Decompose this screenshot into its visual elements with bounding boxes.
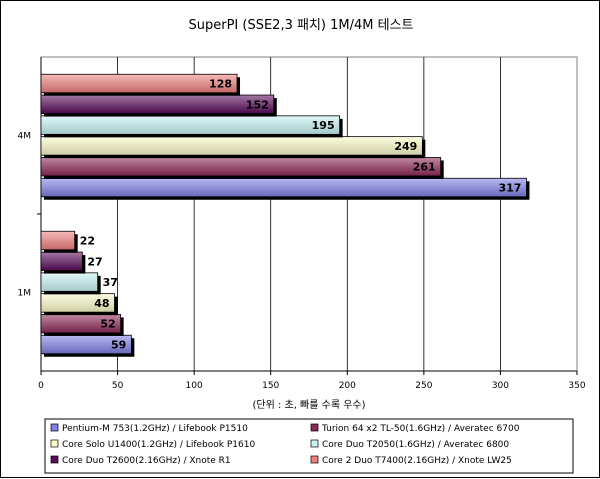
data-label: 48 <box>94 297 109 310</box>
legend-entry: Turion 64 x2 TL-50(1.6GHz) / Averatec 67… <box>321 424 520 434</box>
data-label: 249 <box>394 140 417 153</box>
data-label: 195 <box>312 119 335 132</box>
legend-swatch <box>50 439 59 448</box>
legend-entry: Core Duo T2050(1.6GHz) / Averatec 6800 <box>322 440 509 450</box>
legend-box <box>44 418 574 474</box>
x-tick-label: 150 <box>262 381 279 391</box>
bar <box>40 94 275 114</box>
category-label: 1M <box>18 289 32 299</box>
x-tick-label: 50 <box>112 381 124 391</box>
x-tick-label: 250 <box>415 381 432 391</box>
legend-entry: Core Duo T2600(2.16GHz) / Xnote R1 <box>62 456 231 466</box>
x-tick-label: 350 <box>568 381 585 391</box>
bar <box>40 157 442 177</box>
data-label: 152 <box>246 98 269 111</box>
data-label: 27 <box>87 255 102 268</box>
legend-swatch <box>50 455 59 464</box>
data-label: 37 <box>103 276 118 289</box>
data-label: 22 <box>80 235 95 248</box>
bar <box>40 177 527 198</box>
data-label: 52 <box>100 318 115 331</box>
x-axis-label: (단위 : 초, 빠를 수록 우수) <box>252 398 365 411</box>
x-tick-label: 0 <box>38 381 44 391</box>
legend-entry: Core 2 Duo T7400(2.16GHz) / Xnote LW25 <box>322 456 512 466</box>
data-label: 261 <box>413 161 436 174</box>
data-label: 317 <box>498 182 521 195</box>
x-tick-label: 100 <box>186 381 203 391</box>
legend-entry: Core Solo U1400(1.2GHz) / Lifebook P1610 <box>62 440 255 450</box>
legend-swatch <box>50 423 59 432</box>
chart-title: SuperPI (SSE2,3 패치) 1M/4M 테스트 <box>189 18 414 33</box>
legend-swatch <box>310 455 319 464</box>
bar <box>40 115 341 135</box>
legend: Pentium-M 753(1.2GHz) / Lifebook P1510 Tu… <box>44 418 574 474</box>
bar <box>40 73 238 94</box>
bar <box>40 230 76 251</box>
x-tick-label: 300 <box>492 381 509 391</box>
legend-entry: Pentium-M 753(1.2GHz) / Lifebook P1510 <box>62 424 248 434</box>
bar <box>40 272 99 292</box>
data-label: 128 <box>209 78 232 91</box>
x-tick-label: 200 <box>339 381 356 391</box>
legend-swatch <box>310 423 319 432</box>
bar <box>40 251 83 271</box>
data-label: 59 <box>111 339 126 352</box>
bar <box>40 136 423 156</box>
category-label: 4M <box>18 132 32 142</box>
plot-area: 0 50 100 150 200 250 300 350 4M 317 261 249 195 152 12… <box>18 56 586 391</box>
legend-swatch <box>310 439 319 448</box>
